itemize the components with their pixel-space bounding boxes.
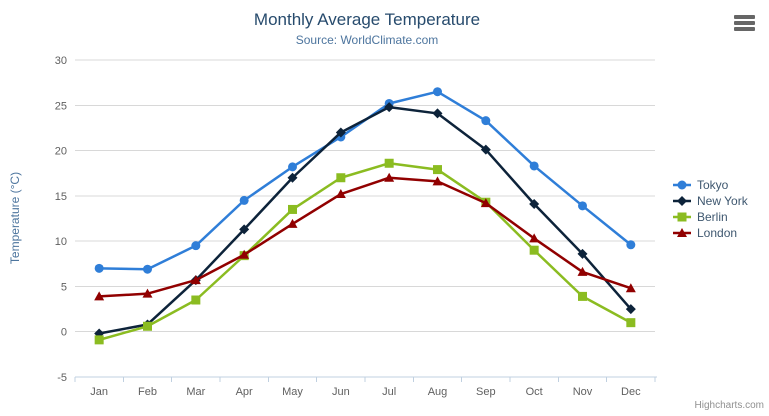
series-new-york[interactable]	[94, 102, 636, 339]
svg-text:Jul: Jul	[382, 386, 396, 398]
legend-label: London	[697, 226, 738, 240]
y-gridlines	[75, 59, 655, 378]
svg-text:Jan: Jan	[90, 386, 108, 398]
svg-text:May: May	[282, 386, 303, 398]
legend-label: Berlin	[697, 210, 728, 224]
legend-item-berlin[interactable]: Berlin	[672, 209, 748, 225]
hamburger-bar	[734, 21, 755, 25]
svg-text:Nov: Nov	[573, 386, 593, 398]
hamburger-icon[interactable]	[732, 13, 757, 33]
hamburger-bar	[734, 27, 755, 31]
svg-text:-5: -5	[57, 372, 67, 384]
legend-item-new-york[interactable]: New York	[672, 193, 748, 209]
legend-item-london[interactable]: London	[672, 225, 748, 241]
svg-text:25: 25	[55, 100, 67, 112]
svg-text:Sep: Sep	[476, 386, 496, 398]
triangle-marker-icon	[673, 228, 691, 237]
svg-text:15: 15	[55, 191, 67, 203]
hamburger-bar	[734, 15, 755, 19]
svg-text:20: 20	[55, 146, 67, 158]
square-marker-icon	[673, 212, 691, 222]
svg-text:30: 30	[55, 55, 67, 67]
svg-text:Jun: Jun	[332, 386, 350, 398]
svg-text:10: 10	[55, 236, 67, 248]
y-axis-title: Temperature (°C)	[8, 171, 22, 265]
circle-marker-icon	[673, 180, 691, 190]
x-axis-line	[74, 376, 657, 382]
diamond-marker-icon	[673, 196, 691, 206]
series-berlin[interactable]	[94, 158, 636, 345]
legend-item-tokyo[interactable]: Tokyo	[672, 177, 748, 193]
series-tokyo[interactable]	[94, 87, 636, 274]
legend: Tokyo New York Berlin London	[672, 177, 748, 241]
series-london[interactable]	[94, 172, 636, 301]
x-axis-labels: Jan Feb Mar Apr May Jun Jul Aug Sep Oct Nov Dec	[90, 386, 641, 398]
svg-text:0: 0	[61, 327, 67, 339]
svg-text:Dec: Dec	[621, 386, 641, 398]
y-axis-labels: -5 0 5 10 15 20 25 30	[55, 55, 67, 384]
legend-label: Tokyo	[697, 178, 729, 192]
svg-text:Aug: Aug	[428, 386, 448, 398]
svg-text:5: 5	[61, 281, 67, 293]
legend-label: New York	[697, 194, 748, 208]
svg-text:Mar: Mar	[186, 386, 205, 398]
svg-text:Oct: Oct	[526, 386, 543, 398]
chart-subtitle: Source: WorldClimate.com	[295, 33, 439, 47]
svg-text:Apr: Apr	[236, 386, 253, 398]
credits-link[interactable]: Highcharts.com	[694, 400, 764, 411]
chart-title: Monthly Average Temperature	[253, 10, 481, 29]
svg-text:Feb: Feb	[138, 386, 157, 398]
